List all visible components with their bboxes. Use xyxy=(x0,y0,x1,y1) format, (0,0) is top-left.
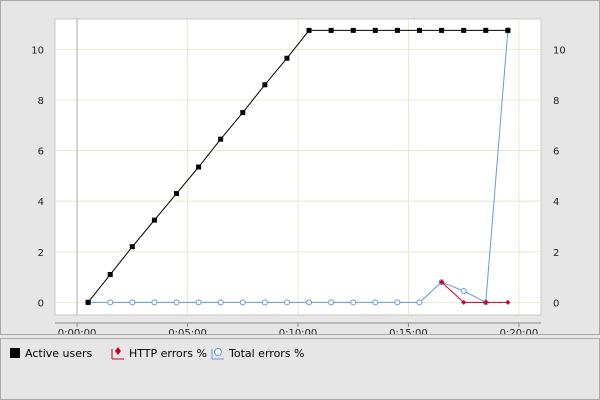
y-left-tick-label: 6 xyxy=(38,147,44,158)
data-point-circle xyxy=(350,299,357,306)
data-point-circle xyxy=(306,299,313,306)
data-point-circle xyxy=(460,287,467,294)
y-left-tick-label: 10 xyxy=(31,45,44,56)
y-left-tick-label: 8 xyxy=(38,96,44,107)
data-point-circle xyxy=(283,299,290,306)
data-point-circle xyxy=(151,299,158,306)
data-point-square xyxy=(129,244,135,250)
data-point-square xyxy=(439,27,445,33)
data-point-diamond xyxy=(483,299,489,305)
legend-item-total-errors: Total errors % xyxy=(211,345,305,361)
red-diamond-icon xyxy=(111,347,124,360)
data-point-diamond xyxy=(439,279,445,285)
data-point-square xyxy=(483,27,489,33)
legend-label-total-errors: Total errors % xyxy=(229,346,305,360)
x-tick-label: 0:10:00 xyxy=(279,328,318,334)
data-point-square xyxy=(350,27,356,33)
y-left-tick-label: 0 xyxy=(38,298,44,309)
data-point-square xyxy=(107,272,113,278)
y-right-tick-label: 10 xyxy=(553,45,566,56)
chart-panel: 0:00:00 0:05:00 0:10:00 0:15:00 0:20:00 0 2 4 6 8… xyxy=(0,0,600,335)
blue-circle-icon xyxy=(211,348,224,360)
data-point-circle xyxy=(328,299,335,306)
data-point-square xyxy=(328,27,334,33)
data-point-circle xyxy=(173,299,180,306)
data-point-diamond xyxy=(461,299,467,305)
legend-label-active-users: Active users xyxy=(25,346,93,360)
y-right-tick-label: 0 xyxy=(553,298,559,309)
line-chart: 0:00:00 0:05:00 0:10:00 0:15:00 0:20:00 0 2 4 6 8… xyxy=(31,18,566,334)
y-right-tick-label: 2 xyxy=(553,248,559,259)
data-point-square xyxy=(262,82,268,88)
x-tick-label: 0:15:00 xyxy=(389,328,428,334)
data-point-square xyxy=(240,110,246,116)
legend-item-active-users: Active users xyxy=(9,345,92,361)
x-tick-label: 0:05:00 xyxy=(168,328,207,334)
legend-label-http-errors: HTTP errors % xyxy=(129,346,207,360)
data-point-diamond xyxy=(505,299,511,305)
data-point-circle xyxy=(261,299,268,306)
y-right-tick-label: 8 xyxy=(553,96,559,107)
y-right-tick-label: 6 xyxy=(553,147,559,158)
data-point-square xyxy=(461,27,467,33)
series-line-diamond xyxy=(441,281,508,303)
data-point-circle xyxy=(107,299,114,306)
data-point-square xyxy=(284,55,290,61)
data-point-circle xyxy=(195,299,202,306)
y-left-tick-label: 4 xyxy=(38,197,44,208)
data-point-square xyxy=(151,217,157,223)
black-square-icon xyxy=(10,348,20,358)
series-line-square xyxy=(87,29,508,303)
data-point-circle xyxy=(129,299,136,306)
x-tick-label: 0:20:00 xyxy=(500,328,539,334)
data-point-square xyxy=(417,27,422,33)
data-point-circle xyxy=(416,299,423,306)
y-right-tick-label: 4 xyxy=(553,197,559,208)
data-point-circle xyxy=(239,299,246,306)
x-tick-label: 0:00:00 xyxy=(58,328,97,334)
legend: Active users HTTP errors % Total errors … xyxy=(0,338,600,400)
y-left-tick-label: 2 xyxy=(38,248,44,259)
data-point-square xyxy=(505,27,511,33)
series-line-circle xyxy=(88,30,509,304)
data-point-square xyxy=(306,27,312,33)
data-point-square xyxy=(85,299,91,305)
data-point-circle xyxy=(217,299,224,306)
data-point-circle xyxy=(372,299,379,306)
data-point-square xyxy=(372,27,378,33)
data-point-square xyxy=(174,191,179,197)
data-point-square xyxy=(218,136,224,142)
data-point-square xyxy=(394,27,400,33)
data-point-square xyxy=(196,164,202,170)
legend-item-http-errors: HTTP errors % xyxy=(111,345,207,361)
data-point-circle xyxy=(394,299,401,306)
